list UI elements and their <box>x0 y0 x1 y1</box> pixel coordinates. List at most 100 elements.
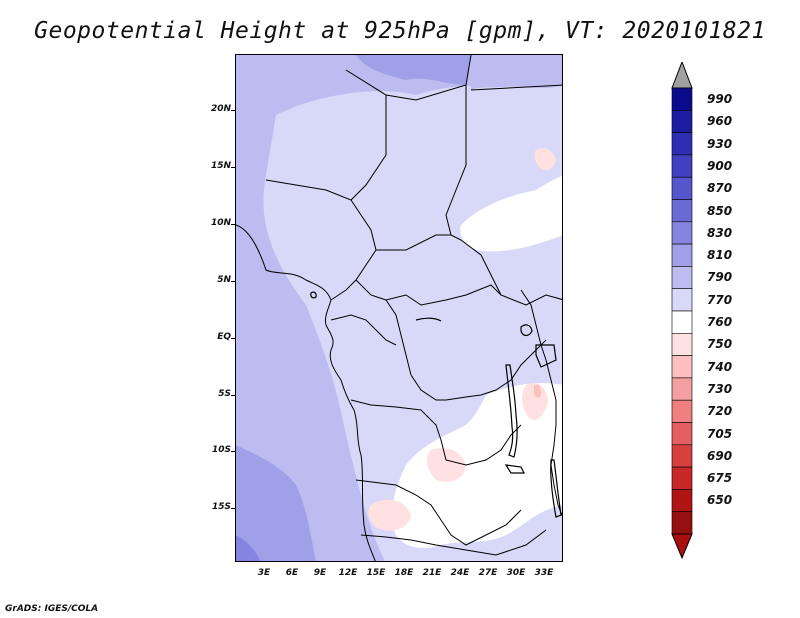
field-810-830-north <box>356 55 471 85</box>
lat-tick <box>231 167 235 168</box>
border-cameroon-south <box>330 314 397 346</box>
lon-label: 24E <box>450 568 470 578</box>
colorbar-swatch <box>671 422 693 446</box>
field-ocean-810 <box>236 445 316 561</box>
lat-tick <box>231 281 235 282</box>
lat-tick <box>231 224 235 225</box>
colorbar-swatch <box>671 355 693 379</box>
colorbar-swatch <box>671 221 693 245</box>
lat-tick <box>231 110 235 111</box>
colorbar-swatch <box>671 466 693 490</box>
map-panel <box>235 54 563 562</box>
lat-label: 15N <box>210 161 231 171</box>
lon-label: 30E <box>506 568 526 578</box>
colorbar-swatch <box>671 489 693 512</box>
lon-label: 12E <box>338 568 358 578</box>
lat-tick <box>231 338 235 339</box>
field-750-central <box>426 448 466 482</box>
lake-mweru <box>504 464 525 474</box>
river-congo-1 <box>415 317 442 322</box>
coastline <box>236 224 376 561</box>
colorbar-swatch <box>671 199 693 223</box>
height-field-map <box>236 55 562 561</box>
footer-credit: GrADS: IGES/COLA <box>5 604 99 614</box>
colorbar-label: 870 <box>707 181 733 196</box>
lakes <box>310 291 562 518</box>
colorbar-label: 850 <box>707 203 733 218</box>
colorbar-swatch <box>671 243 693 267</box>
colorbar-label: 790 <box>707 270 733 285</box>
lon-label: 18E <box>394 568 414 578</box>
colorbar-label: 740 <box>707 359 733 374</box>
colorbar-label: 705 <box>707 426 733 441</box>
colorbar-label: 770 <box>707 292 733 307</box>
lon-label: 33E <box>534 568 554 578</box>
colorbar-swatch <box>671 176 693 200</box>
border-congo <box>385 299 412 376</box>
boundaries <box>236 55 562 561</box>
lake-small-1 <box>310 291 317 299</box>
colorbar-swatch <box>671 377 693 401</box>
colorbar-label: 720 <box>707 404 733 419</box>
lon-label: 15E <box>366 568 386 578</box>
lat-label: 20N <box>210 104 231 114</box>
colorbar-label: 760 <box>707 315 733 329</box>
lake-malawi <box>550 459 562 518</box>
colorbar-swatch <box>671 310 693 334</box>
lat-label: 5N <box>217 275 231 285</box>
field-760-east <box>460 175 562 252</box>
colorbar-swatch <box>671 332 693 356</box>
colorbar-under-triangle <box>671 533 693 560</box>
colorbar-swatches <box>671 62 693 560</box>
lon-label: 9E <box>313 568 327 578</box>
lon-label: 27E <box>478 568 498 578</box>
colorbar <box>671 62 693 560</box>
field-ocean-830 <box>236 535 261 561</box>
border-east <box>520 289 562 517</box>
colorbar-swatch <box>671 444 693 468</box>
lake-tanganyika <box>505 364 518 458</box>
lon-label: 21E <box>422 568 442 578</box>
field-750-lake <box>522 383 548 420</box>
colorbar-label: 650 <box>707 493 733 508</box>
colorbar-swatch <box>671 109 693 133</box>
colorbar-label: 730 <box>707 381 733 396</box>
border-south <box>360 529 547 556</box>
colorbar-swatch <box>671 399 693 423</box>
border-north <box>345 55 472 101</box>
field-790-north-east <box>471 55 562 90</box>
lake-albert <box>520 324 533 337</box>
colorbar-label: 930 <box>707 136 733 151</box>
border-libya-egypt <box>470 84 562 91</box>
border-drc-south <box>350 399 522 466</box>
colorbar-label: 900 <box>707 158 733 173</box>
border-drc-north <box>410 339 547 401</box>
lat-label: 15S <box>211 502 231 512</box>
border-car <box>355 279 502 306</box>
lat-tick <box>231 395 235 396</box>
colorbar-label: 675 <box>707 471 733 486</box>
border-angola-zambia <box>355 479 522 546</box>
colorbar-over-triangle <box>671 62 693 89</box>
chart-title: Geopotential Height at 925hPa [gpm], VT:… <box>34 18 766 44</box>
lake-victoria <box>535 344 557 368</box>
field-750-north <box>534 148 556 171</box>
colorbar-swatch <box>671 511 693 535</box>
lat-label: 10N <box>210 218 231 228</box>
lon-label: 6E <box>285 568 299 578</box>
colorbar-label: 690 <box>707 448 733 463</box>
colorbar-label: 830 <box>707 225 733 240</box>
border-nigeria <box>265 179 377 301</box>
colorbar-swatch <box>671 154 693 178</box>
lat-label: EQ <box>217 332 231 342</box>
colorbar-swatch <box>671 266 693 289</box>
lat-label: 10S <box>211 445 231 455</box>
lon-label: 3E <box>257 568 271 578</box>
colorbar-swatch <box>671 132 693 156</box>
colorbar-label: 810 <box>707 248 733 263</box>
lat-tick <box>231 451 235 452</box>
lat-label: 5S <box>218 389 231 399</box>
field-740-lake <box>534 384 542 398</box>
border-chad-car <box>376 234 451 251</box>
colorbar-label: 750 <box>707 337 733 352</box>
